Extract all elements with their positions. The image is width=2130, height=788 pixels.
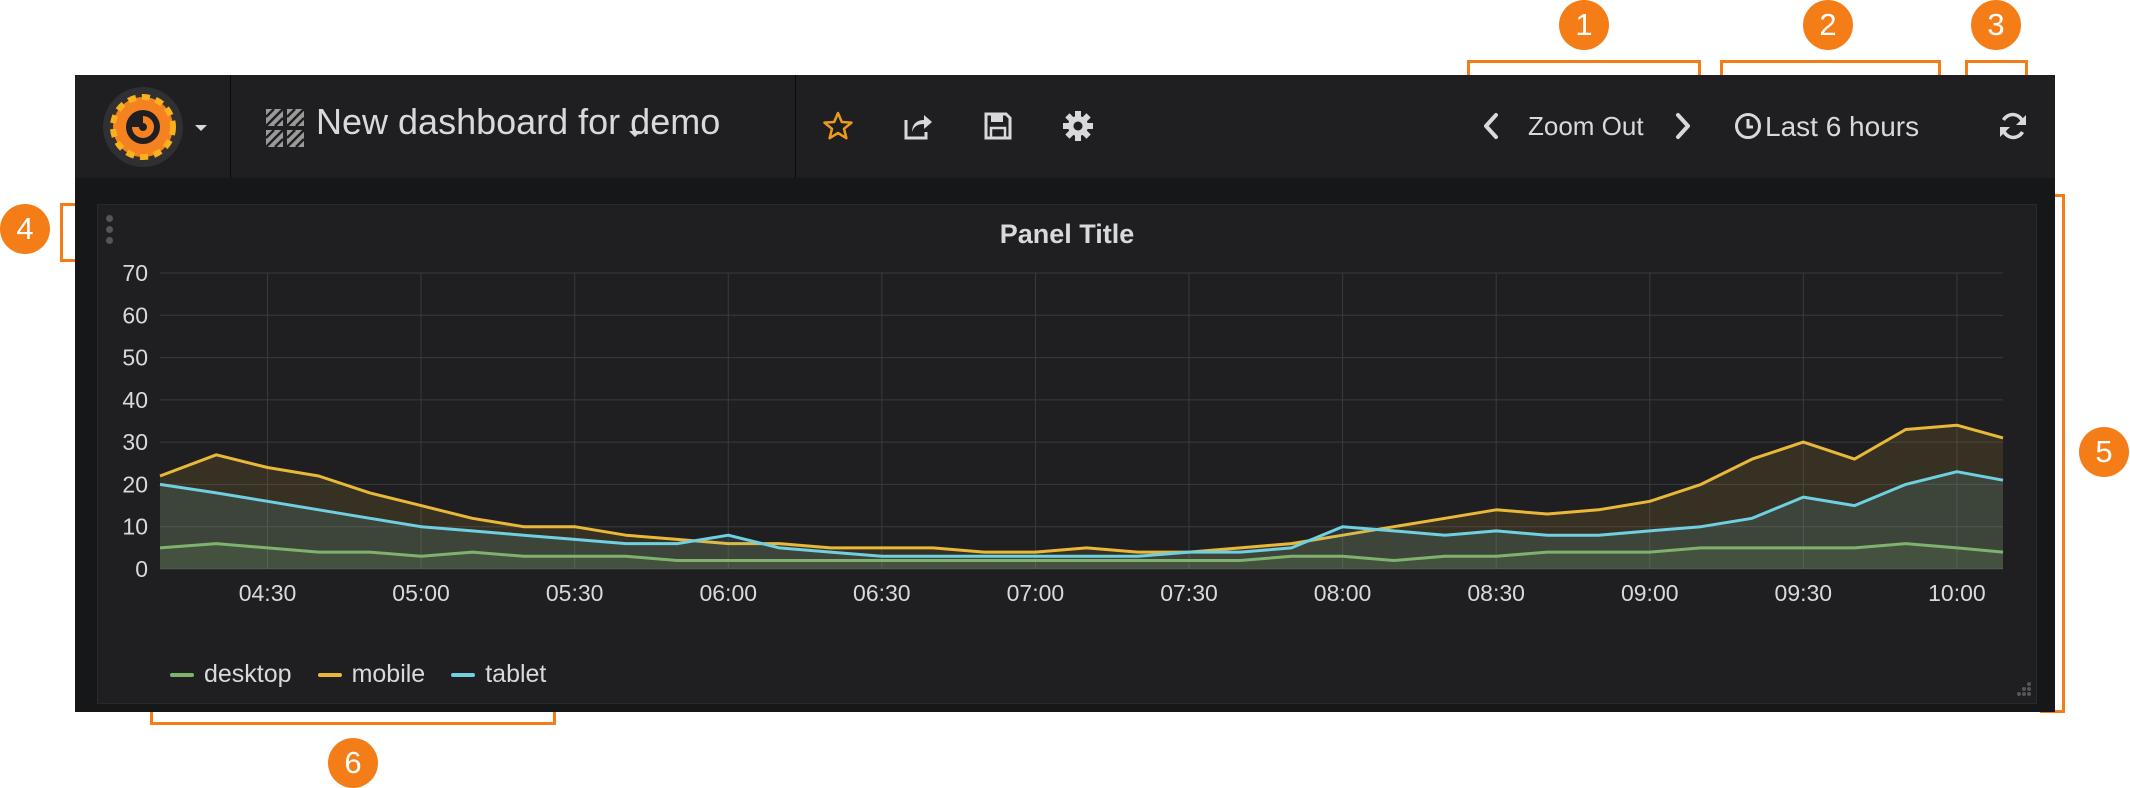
clock-icon	[1735, 113, 1761, 139]
logo-menu-button[interactable]	[75, 75, 231, 178]
navbar: New dashboard for demo	[75, 75, 2055, 178]
legend-item-mobile[interactable]: mobile	[317, 660, 426, 689]
chevron-down-icon	[629, 131, 641, 137]
refresh-button[interactable]	[1990, 103, 2036, 149]
y-tick-label: 0	[135, 556, 148, 582]
x-tick-label: 04:30	[239, 580, 297, 606]
legend-label: tablet	[485, 660, 547, 688]
series-area-desktop	[160, 543, 2003, 569]
time-range-label[interactable]: Last 6 hours	[1765, 111, 1920, 142]
legend-label: desktop	[204, 660, 292, 688]
star-button[interactable]	[815, 103, 861, 149]
annotation-marker-2: 2	[1803, 0, 1853, 50]
y-tick-label: 10	[122, 514, 148, 540]
refresh-icon	[2000, 112, 2026, 140]
x-tick-label: 06:00	[699, 580, 757, 606]
save-button[interactable]	[975, 103, 1021, 149]
zoom-out-button[interactable]: Zoom Out	[1528, 111, 1644, 141]
x-tick-label: 09:30	[1775, 580, 1833, 606]
settings-button[interactable]	[1055, 103, 1101, 149]
grafana-logo	[103, 87, 183, 167]
annotation-bracket-2	[1720, 60, 1941, 88]
y-tick-label: 50	[122, 345, 148, 371]
legend-swatch	[317, 672, 342, 677]
dashboard-title: New dashboard for demo	[316, 101, 721, 142]
y-tick-label: 60	[122, 302, 148, 328]
annotation-bracket-3	[1965, 60, 2028, 88]
chevron-right-icon	[1676, 113, 1690, 139]
legend-item-tablet[interactable]: tablet	[451, 660, 546, 689]
annotation-bracket-1	[1467, 60, 1701, 88]
annotation-marker-6: 6	[328, 738, 378, 788]
graph-legend: desktop mobile tablet	[170, 660, 546, 689]
legend-swatch	[170, 672, 194, 677]
y-tick-label: 70	[122, 260, 148, 286]
x-tick-label: 08:00	[1314, 580, 1372, 606]
time-series-graph[interactable]: 0 10 20 30 40 50 60 70 04:30 05:00 05:30 06:00 06:30…	[98, 205, 2036, 703]
gear-icon	[1063, 111, 1093, 141]
y-tick-label: 30	[122, 429, 148, 455]
share-icon	[904, 115, 932, 140]
time-shift-forward-button[interactable]	[1660, 103, 1706, 149]
star-icon	[823, 111, 853, 140]
x-tick-label: 05:00	[392, 580, 450, 606]
x-tick-label: 07:00	[1007, 580, 1065, 606]
dashboard-picker[interactable]: New dashboard for demo	[231, 75, 796, 178]
share-button[interactable]	[895, 103, 941, 149]
annotation-marker-3: 3	[1971, 0, 2021, 50]
chevron-down-icon	[195, 125, 207, 131]
graph-panel: Panel Title 0 10 20 30 40 50 60 70 04:30 05:00 05:…	[97, 204, 2037, 704]
legend-label: mobile	[351, 660, 426, 688]
series-line-desktop	[159, 542, 2004, 562]
legend-swatch	[451, 672, 476, 677]
legend-item-desktop[interactable]: desktop	[170, 660, 292, 689]
x-tick-label: 05:30	[546, 580, 604, 606]
annotation-marker-1: 1	[1559, 0, 1609, 50]
series-line-tablet	[159, 470, 2004, 558]
panel-resize-handle[interactable]	[2012, 679, 2032, 699]
y-tick-label: 20	[122, 471, 148, 497]
annotation-bracket-4	[60, 203, 81, 262]
series-line-mobile	[159, 423, 2004, 554]
x-tick-label: 10:00	[1928, 580, 1986, 606]
panel-title[interactable]: Panel Title	[999, 219, 1135, 249]
x-tick-label: 09:00	[1621, 580, 1679, 606]
annotation-marker-4: 4	[0, 204, 50, 254]
annotation-marker-5: 5	[2079, 427, 2129, 477]
dashboard-grid-icon	[266, 109, 304, 147]
x-tick-label: 08:30	[1467, 580, 1525, 606]
chevron-left-icon	[1484, 113, 1498, 139]
grafana-window: New dashboard for demo	[75, 75, 2055, 712]
x-tick-label: 07:30	[1160, 580, 1218, 606]
time-shift-back-button[interactable]	[1468, 103, 1514, 149]
save-icon	[984, 112, 1012, 140]
x-tick-label: 06:30	[853, 580, 911, 606]
time-picker-button[interactable]	[1725, 103, 1771, 149]
series-area-mobile	[160, 425, 2003, 569]
row-drag-handle[interactable]	[106, 215, 114, 249]
y-tick-label: 40	[122, 387, 148, 413]
